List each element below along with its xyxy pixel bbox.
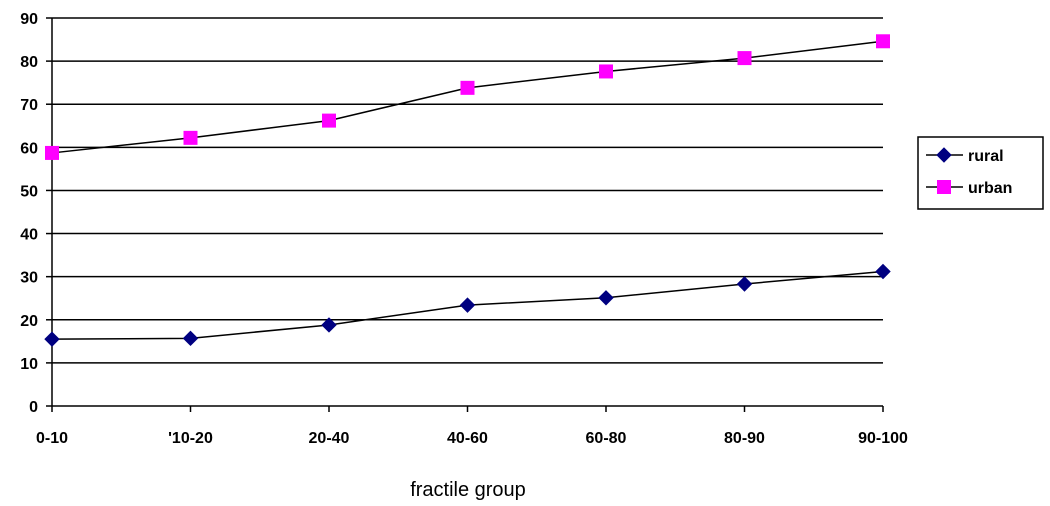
axes [46, 17, 884, 412]
y-tick-label: 0 [29, 399, 38, 416]
urban-point [322, 113, 336, 128]
rural-point [598, 290, 614, 306]
urban-line [51, 40, 884, 154]
urban-point [183, 130, 198, 145]
x-tick-label: '10-20 [168, 430, 213, 447]
y-tick-labels: 0 10 20 30 40 50 60 70 80 90 [20, 11, 38, 416]
x-tick-label: 60-80 [586, 430, 627, 447]
rural-point [459, 297, 476, 313]
legend-label-rural: rural [968, 148, 1004, 165]
x-axis-title: fractile group [410, 479, 526, 501]
y-tick-label: 20 [20, 313, 38, 330]
x-tick-label: 20-40 [309, 430, 350, 447]
rural-point [736, 276, 753, 292]
rural-point [44, 331, 60, 347]
x-tick-label: 90-100 [858, 430, 908, 447]
urban-point [737, 51, 752, 66]
series-urban [45, 34, 890, 160]
legend-marker-rural [936, 147, 952, 163]
urban-point [876, 34, 890, 49]
x-tick-label: 0-10 [36, 430, 68, 447]
x-tick-label: 40-60 [447, 430, 488, 447]
y-tick-label: 50 [20, 183, 38, 200]
y-tick-label: 80 [20, 54, 38, 71]
urban-point [599, 64, 613, 79]
legend-box [917, 136, 1044, 210]
urban-point [460, 80, 475, 95]
grid-lines [52, 17, 883, 364]
y-tick-label: 60 [20, 140, 38, 157]
x-tick-labels: 0-10 '10-20 20-40 40-60 60-80 80-90 90-100 [36, 430, 908, 447]
legend-marker-urban [937, 180, 951, 194]
y-tick-label: 30 [20, 270, 38, 287]
legend: rural urban [917, 136, 1044, 210]
y-tick-label: 90 [20, 11, 38, 28]
legend-label-urban: urban [968, 180, 1012, 197]
series-group [44, 34, 891, 347]
y-tick-label: 70 [20, 97, 38, 114]
rural-point [875, 263, 891, 280]
y-tick-label: 40 [20, 227, 38, 244]
rural-point [321, 317, 337, 333]
x-tick-label: 80-90 [724, 430, 765, 447]
series-rural [44, 263, 891, 347]
rural-point [182, 330, 199, 347]
y-tick-label: 10 [20, 356, 38, 373]
urban-point [45, 145, 59, 160]
